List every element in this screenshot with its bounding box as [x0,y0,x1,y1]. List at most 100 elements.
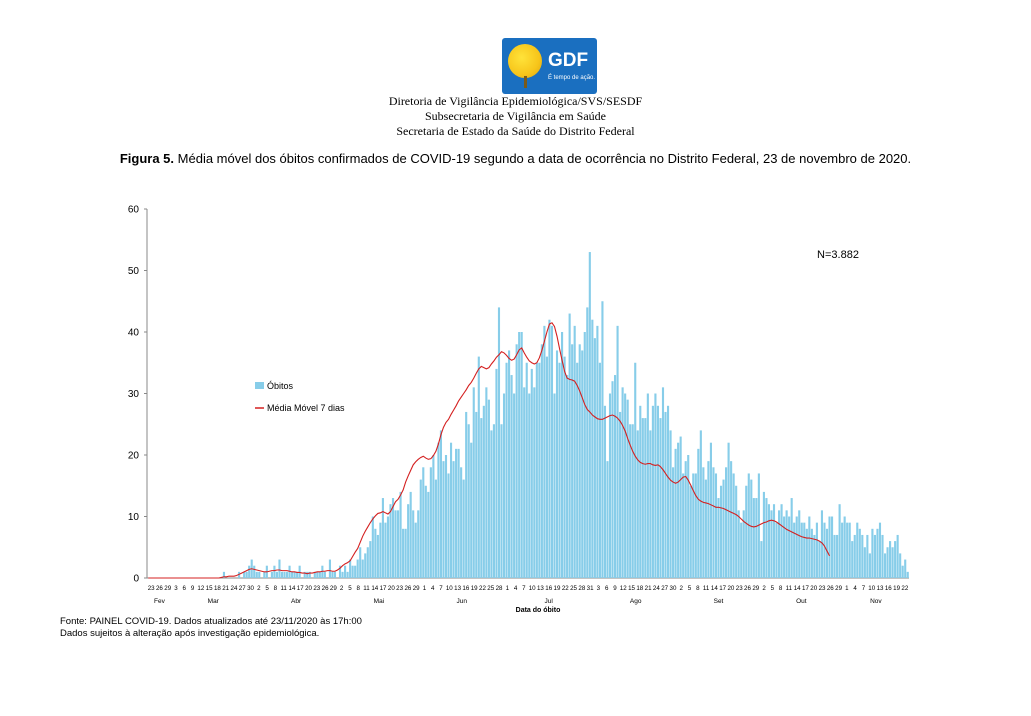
death-bar [457,448,460,578]
death-bar [805,528,808,578]
death-bar [308,571,311,578]
death-bar [808,516,811,578]
death-bar [384,522,387,578]
death-bar [525,362,528,578]
x-day-label: 2 [680,585,684,592]
x-day-label: 12 [620,585,627,592]
x-day-label: 11 [363,585,370,592]
source-line-1: Fonte: PAINEL COVID-19. Dados atualizado… [60,616,362,627]
death-bar [447,473,450,578]
x-day-label: 2 [257,585,261,592]
death-bar [825,528,829,578]
death-bar [714,473,718,578]
death-bar [687,455,690,578]
death-bar [641,418,644,578]
death-bar [624,393,627,578]
x-day-label: 15 [206,585,213,592]
death-bar [338,565,342,578]
death-bar [861,534,864,578]
death-bar [896,534,899,578]
death-bar [349,559,352,578]
death-bar [439,430,443,578]
death-bar [424,485,427,578]
death-bar [876,528,879,578]
death-bar [843,516,846,578]
figure-caption: Figura 5. Média móvel dos óbitos confirm… [0,151,1031,166]
death-bar [709,442,712,578]
x-day-label: 26 [744,585,751,592]
death-bar [510,375,513,578]
x-day-label: 8 [779,585,783,592]
death-bar [248,565,251,578]
x-day-label: 23 [736,585,743,592]
death-bar [344,565,347,578]
death-bar [679,436,682,578]
x-day-label: 1 [423,585,427,592]
x-day-label: 24 [231,585,238,592]
death-bar [636,430,639,578]
x-month-label: Nov [870,598,882,605]
death-bar [785,510,788,578]
death-bar [586,307,589,578]
x-day-label: 18 [636,585,643,592]
death-bar [472,387,475,578]
death-bar [581,350,584,578]
x-day-label: 16 [545,585,552,592]
death-bar [603,405,607,578]
death-bar [253,565,256,578]
death-bar [750,479,753,578]
death-bar [538,362,541,578]
legend-line-label: Média Móvel 7 dias [267,403,345,413]
death-bar [732,473,735,578]
death-bar [502,393,506,578]
x-day-label: 11 [786,585,793,592]
death-bar [717,498,720,578]
death-bar [444,455,448,578]
death-bar [639,405,642,578]
death-bar [288,565,291,578]
x-day-label: 29 [330,585,337,592]
death-bar [361,559,364,578]
x-day-label: 1 [506,585,510,592]
x-day-label: 16 [885,585,892,592]
death-bar [707,461,710,578]
death-bar [434,479,437,578]
x-day-label: 9 [613,585,617,592]
death-bar [656,405,660,578]
x-day-label: 26 [156,585,163,592]
x-day-label: 23 [148,585,155,592]
x-day-label: 25 [487,585,494,592]
x-day-label: 11 [280,585,287,592]
x-day-label: 26 [404,585,411,592]
gdf-logo: GDF É tempo de ação. [502,38,597,94]
death-bar [331,571,334,578]
header-line-1: Diretoria de Vigilância Epidemiológica/S… [388,94,643,108]
y-tick-label: 60 [128,205,140,216]
death-bar [396,510,400,578]
death-bar [359,547,362,578]
death-bar [669,430,672,578]
death-bar [296,571,299,578]
x-day-label: 2 [762,585,766,592]
death-bar [682,473,685,578]
x-day-label: 18 [214,585,221,592]
death-bar [619,411,622,578]
death-bar [661,387,665,578]
death-bar [376,534,379,578]
x-day-label: 5 [348,585,352,592]
x-month-label: Jun [456,598,467,605]
death-bar [828,516,831,578]
death-bar [492,424,495,578]
death-bar [470,442,473,578]
death-bar [460,467,463,578]
death-bar [818,541,821,578]
death-bar [836,534,839,578]
death-bar [321,565,324,578]
death-bar [283,571,286,578]
x-day-label: 21 [645,585,652,592]
death-bar [588,252,591,579]
x-day-label: 27 [239,585,246,592]
x-day-label: 30 [670,585,677,592]
death-bar [298,565,301,578]
death-bar [407,504,410,578]
